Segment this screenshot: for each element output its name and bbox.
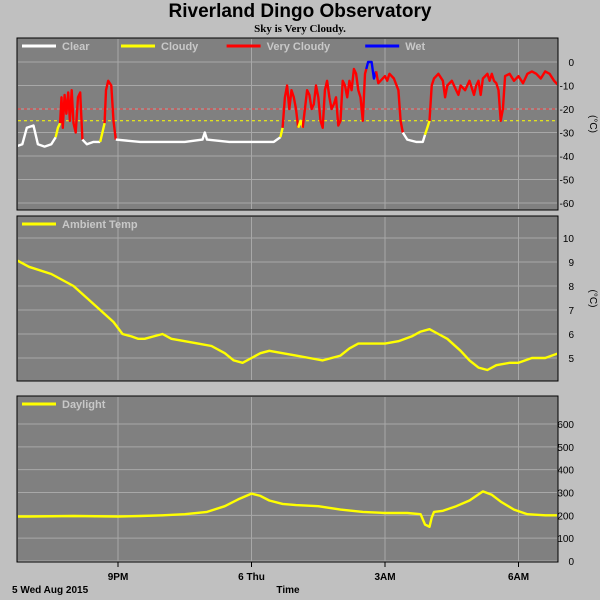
sky-ytick-label: -10 — [560, 82, 575, 93]
ambient-ytick-label: 6 — [568, 330, 574, 341]
sky-series-clear-line — [81, 138, 101, 146]
sky-series-cloudy-line — [423, 120, 431, 136]
sky-series-clear-line — [115, 131, 282, 144]
date-label: 5 Wed Aug 2015 — [12, 585, 89, 596]
sky-series-clear-line — [401, 131, 427, 144]
ambient-ytick-label: 8 — [568, 282, 574, 293]
sky-legend-label-1: Cloudy — [161, 41, 199, 53]
ambient-panel-bg — [16, 215, 559, 382]
daylight-ytick-label: 200 — [557, 511, 574, 522]
ambient-ylabel: (°C) — [587, 290, 598, 308]
x-tick-label: 6AM — [508, 572, 529, 583]
sky-ytick-label: -40 — [560, 152, 575, 163]
sky-ytick-label: -20 — [560, 105, 575, 116]
daylight-panel-bg — [16, 395, 559, 563]
ambient-legend-label-0: Ambient Temp — [62, 219, 138, 231]
daylight-ytick-label: 0 — [568, 557, 574, 568]
sky-series-group — [18, 60, 557, 148]
ambient-series-ambient-temp-line — [18, 259, 557, 372]
ambient-ytick-label: 9 — [568, 258, 574, 269]
x-tick-label: 6 Thu — [238, 572, 265, 583]
sky-series-wet-line — [365, 60, 378, 80]
bottom-labels: 5 Wed Aug 2015 Time 9PM 6 Thu 3AM 6AM — [12, 562, 529, 596]
sky-ylabel: (°C) — [587, 115, 598, 133]
sky-series-clear-line — [18, 124, 57, 148]
daylight-panel: 0 100 200 300 400 500 600 Daylight — [16, 395, 574, 568]
ambient-temperature-panel: 5 6 7 8 9 10 (°C) Ambient Temp — [16, 215, 598, 382]
daylight-ytick-label: 500 — [557, 443, 574, 454]
x-tick-label: 3AM — [374, 572, 395, 583]
sky-legend-label-0: Clear — [62, 41, 90, 53]
chart-title: Riverland Dingo Observatory — [168, 1, 432, 22]
sky-series-cloudy-line — [99, 122, 106, 143]
sky-series-very-cloudy-line — [281, 84, 300, 128]
ambient-ytick-label: 5 — [568, 354, 574, 365]
sky-legend-label-3: Wet — [405, 41, 425, 53]
sky-series-very-cloudy-line — [103, 79, 117, 140]
daylight-ytick-label: 100 — [557, 534, 574, 545]
sky-ytick-label: 0 — [568, 58, 574, 69]
sky-series-cloudy-line — [54, 122, 62, 138]
ambient-ytick-label: 10 — [563, 234, 575, 245]
daylight-ytick-label: 400 — [557, 466, 574, 477]
sky-ytick-label: -50 — [560, 176, 575, 187]
sky-series-cloudy-line — [279, 127, 284, 138]
chart-subtitle: Sky is Very Cloudy. — [254, 23, 346, 35]
sky-series-very-cloudy-line — [374, 71, 404, 133]
sky-panel-bg — [16, 37, 559, 211]
daylight-legend-label-0: Daylight — [62, 399, 106, 411]
sky-series-very-cloudy-line — [58, 89, 84, 140]
sky-ytick-label: -60 — [560, 199, 575, 210]
daylight-ytick-label: 300 — [557, 489, 574, 500]
sky-series-very-cloudy-line — [428, 70, 557, 122]
x-axis-label: Time — [276, 585, 300, 596]
daylight-ytick-label: 600 — [557, 420, 574, 431]
sky-series-very-cloudy-line — [301, 67, 368, 129]
sky-ytick-label: -30 — [560, 129, 575, 140]
ambient-series-group — [18, 259, 557, 372]
x-tick-label: 9PM — [108, 572, 129, 583]
sky-temperature-panel: 0 -10 -20 -30 -40 -50 -60 (°C) Clear Cloudy Very C… — [16, 37, 598, 211]
sky-legend-label-2: Very Cloudy — [267, 41, 331, 53]
daylight-series-group — [18, 490, 557, 528]
daylight-series-daylight-line — [18, 490, 557, 528]
ambient-ytick-label: 7 — [568, 306, 574, 317]
